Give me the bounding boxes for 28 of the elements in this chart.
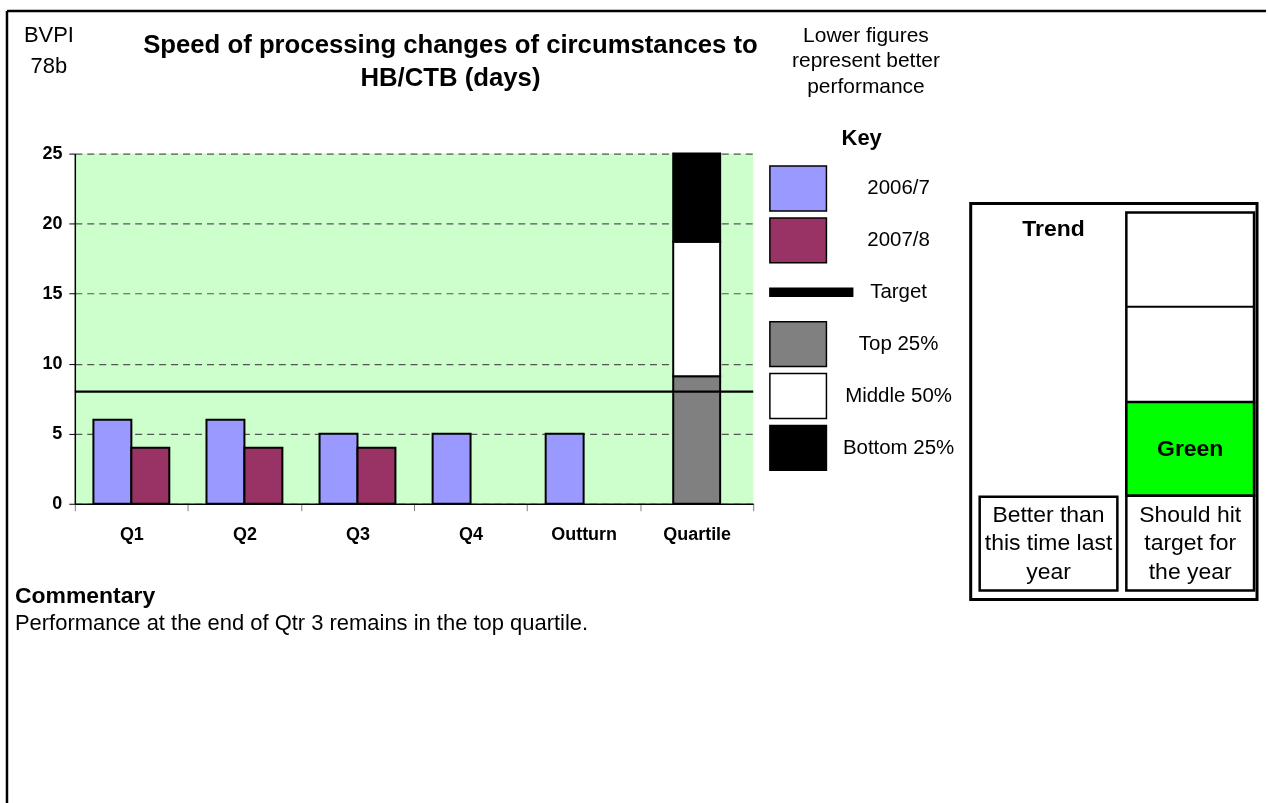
text: Performance at the end of Qtr 3 remains in the top quartile. <box>14 610 589 636</box>
y-tick-label: 10 <box>42 353 63 374</box>
y-tick-label: 15 <box>42 283 63 304</box>
text: Commentary <box>14 581 156 608</box>
legend-title: Key <box>841 124 883 150</box>
x-tick-label: Q1 <box>119 524 144 545</box>
x-tick-label: Quartile <box>663 524 732 545</box>
legend-label: Bottom 25% <box>842 434 955 458</box>
x-tick-label: Q4 <box>459 524 484 545</box>
text: BVPI 78b <box>23 21 74 78</box>
legend-label: Top 25% <box>858 331 939 355</box>
y-tick-label: 25 <box>42 143 63 164</box>
text: Trend <box>1022 215 1085 242</box>
legend-label: 2006/7 <box>867 175 930 199</box>
x-tick-label: Outturn <box>551 524 617 545</box>
chart-title: Speed of processing changes of circumstances to HB/CTB (days) <box>143 29 758 91</box>
x-tick-label: Q2 <box>232 524 257 545</box>
legend-label: Target <box>870 279 928 303</box>
legend-label: Middle 50% <box>845 383 952 406</box>
text: Should hit target for the year <box>1139 500 1242 584</box>
y-tick-label: 20 <box>42 213 63 234</box>
legend-label: 2007/8 <box>867 227 930 251</box>
x-tick-label: Q3 <box>346 524 370 545</box>
y-tick-label: 0 <box>52 493 63 514</box>
text: Green <box>1157 434 1224 461</box>
text: Lower figures represent better performance <box>792 22 940 97</box>
text: Better than this time last year <box>984 500 1113 584</box>
y-tick-label: 5 <box>52 423 63 444</box>
